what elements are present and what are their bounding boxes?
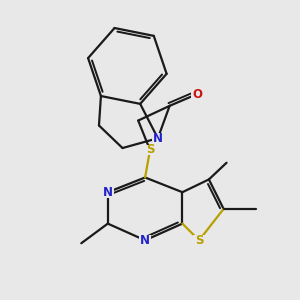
Bar <box>139 235 151 246</box>
Text: N: N <box>153 132 163 145</box>
Text: N: N <box>103 186 113 199</box>
Bar <box>193 235 205 246</box>
Text: N: N <box>140 234 150 247</box>
Bar <box>152 133 164 143</box>
Text: O: O <box>192 88 202 100</box>
Text: S: S <box>146 143 154 157</box>
Text: S: S <box>195 234 203 247</box>
Bar <box>102 187 114 197</box>
Bar <box>145 145 155 155</box>
Bar <box>191 89 203 99</box>
